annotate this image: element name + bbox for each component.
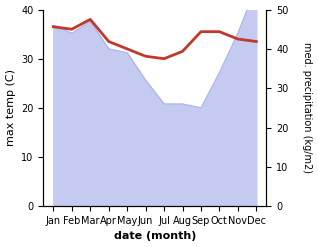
Y-axis label: max temp (C): max temp (C) bbox=[5, 69, 16, 146]
Y-axis label: med. precipitation (kg/m2): med. precipitation (kg/m2) bbox=[302, 42, 313, 173]
X-axis label: date (month): date (month) bbox=[114, 231, 196, 242]
